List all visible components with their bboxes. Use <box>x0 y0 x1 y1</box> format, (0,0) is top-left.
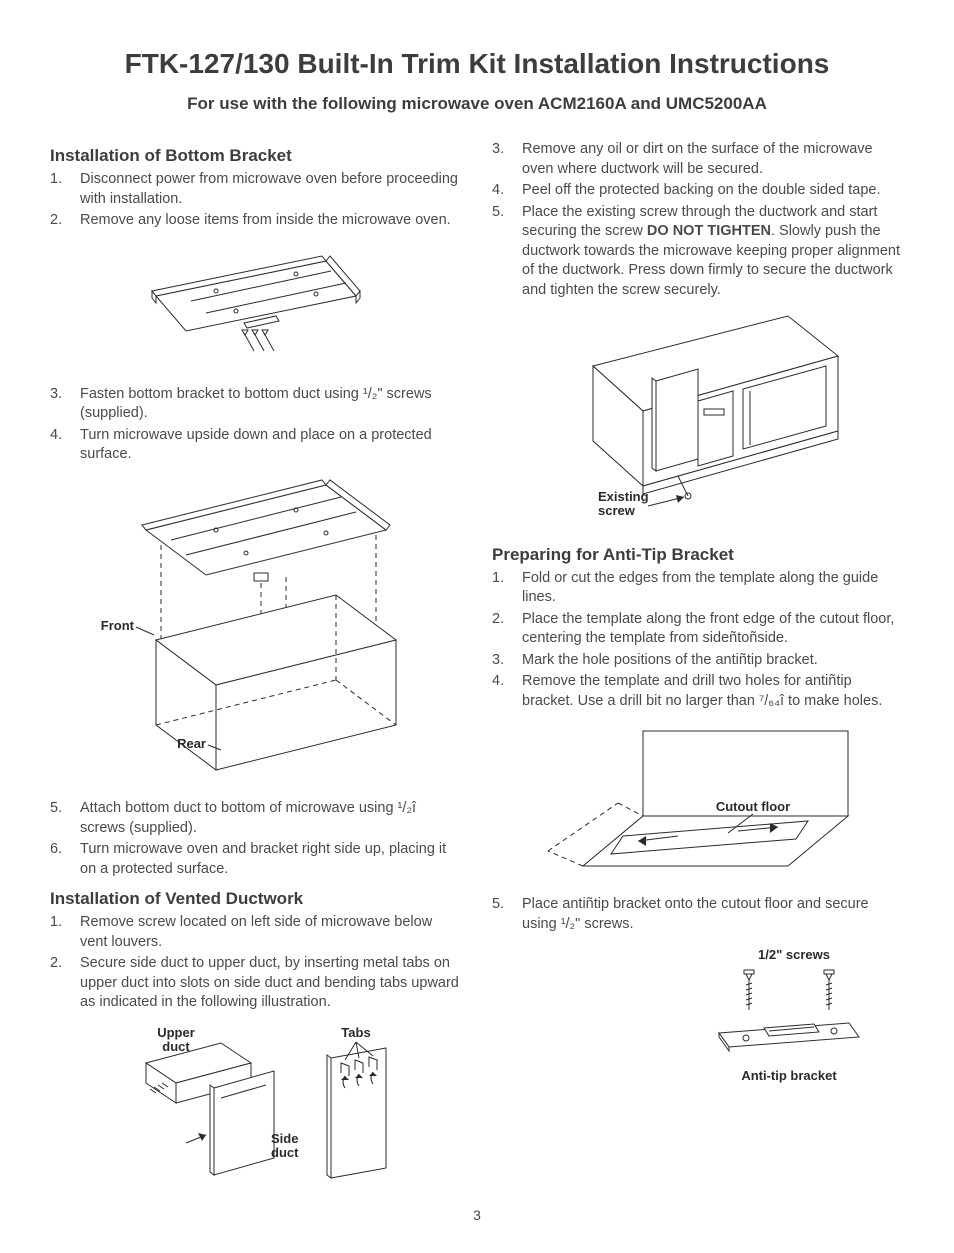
section-heading-anti-tip: Preparing for Anti-Tip Bracket <box>492 545 904 565</box>
label-rear: Rear <box>177 736 206 751</box>
figure-cutout-floor: Cutout floor <box>492 721 904 881</box>
list-bottom-bracket-b: Fasten bottom bracket to bottom duct usi… <box>50 385 462 465</box>
two-column-layout: Installation of Bottom Bracket Disconnec… <box>50 140 904 1197</box>
label-side-duct-1: Side <box>271 1131 298 1146</box>
label-existing-1: Existing <box>598 489 649 504</box>
label-existing-2: screw <box>598 503 636 518</box>
list-item: Attach bottom duct to bottom of microwav… <box>50 799 462 838</box>
label-half-inch-screws: 1/2" screws <box>758 947 830 962</box>
figure-exploded-microwave: Front Rear <box>50 475 462 785</box>
figure-microwave-existing-screw: Existing screw <box>492 311 904 531</box>
label-cutout-floor: Cutout floor <box>716 799 790 814</box>
list-bottom-bracket-c: Attach bottom duct to bottom of microwav… <box>50 799 462 879</box>
list-item: Peel off the protected backing on the do… <box>492 181 904 201</box>
list-item: Remove the template and drill two holes … <box>492 672 904 711</box>
label-tabs: Tabs <box>341 1025 370 1040</box>
list-item: Place the existing screw through the duc… <box>492 203 904 301</box>
list-anti-tip-b: Place antiñtip bracket onto the cutout f… <box>492 895 904 934</box>
label-front: Front <box>101 618 135 633</box>
list-anti-tip-a: Fold or cut the edges from the template … <box>492 569 904 712</box>
list-item: Fasten bottom bracket to bottom duct usi… <box>50 385 462 424</box>
list-item: Remove any loose items from inside the m… <box>50 211 462 231</box>
label-anti-tip-bracket: Anti-tip bracket <box>741 1068 837 1083</box>
list-item: Fold or cut the edges from the template … <box>492 569 904 608</box>
list-bottom-bracket-a: Disconnect power from microwave oven bef… <box>50 170 462 231</box>
list-item: Turn microwave oven and bracket right si… <box>50 840 462 879</box>
left-column: Installation of Bottom Bracket Disconnec… <box>50 140 462 1197</box>
figure-anti-tip-bracket: 1/2" screws <box>492 945 904 1095</box>
page-number: 3 <box>50 1207 904 1223</box>
section-heading-vented-ductwork: Installation of Vented Ductwork <box>50 889 462 909</box>
list-item: Remove any oil or dirt on the surface of… <box>492 140 904 179</box>
list-ductwork-continued: Remove any oil or dirt on the surface of… <box>492 140 904 301</box>
list-item: Mark the hole positions of the antiñtip … <box>492 651 904 671</box>
page-title: FTK-127/130 Built-In Trim Kit Installati… <box>50 48 904 80</box>
label-side-duct-2: duct <box>271 1145 299 1160</box>
label-upper-duct-2: duct <box>162 1039 190 1054</box>
label-upper-duct-1: Upper <box>157 1025 195 1040</box>
right-column: Remove any oil or dirt on the surface of… <box>492 140 904 1197</box>
list-item: Remove screw located on left side of mic… <box>50 913 462 952</box>
figure-bottom-bracket-plate <box>50 241 462 371</box>
list-item: Secure side duct to upper duct, by inser… <box>50 954 462 1013</box>
page-subtitle: For use with the following microwave ove… <box>50 94 904 114</box>
section-heading-bottom-bracket: Installation of Bottom Bracket <box>50 146 462 166</box>
list-item: Place the template along the front edge … <box>492 610 904 649</box>
figure-ductwork-tabs: Upper duct Side duct <box>50 1023 462 1183</box>
list-item: Disconnect power from microwave oven bef… <box>50 170 462 209</box>
list-item: Turn microwave upside down and place on … <box>50 426 462 465</box>
list-item: Place antiñtip bracket onto the cutout f… <box>492 895 904 934</box>
list-vented-ductwork: Remove screw located on left side of mic… <box>50 913 462 1013</box>
